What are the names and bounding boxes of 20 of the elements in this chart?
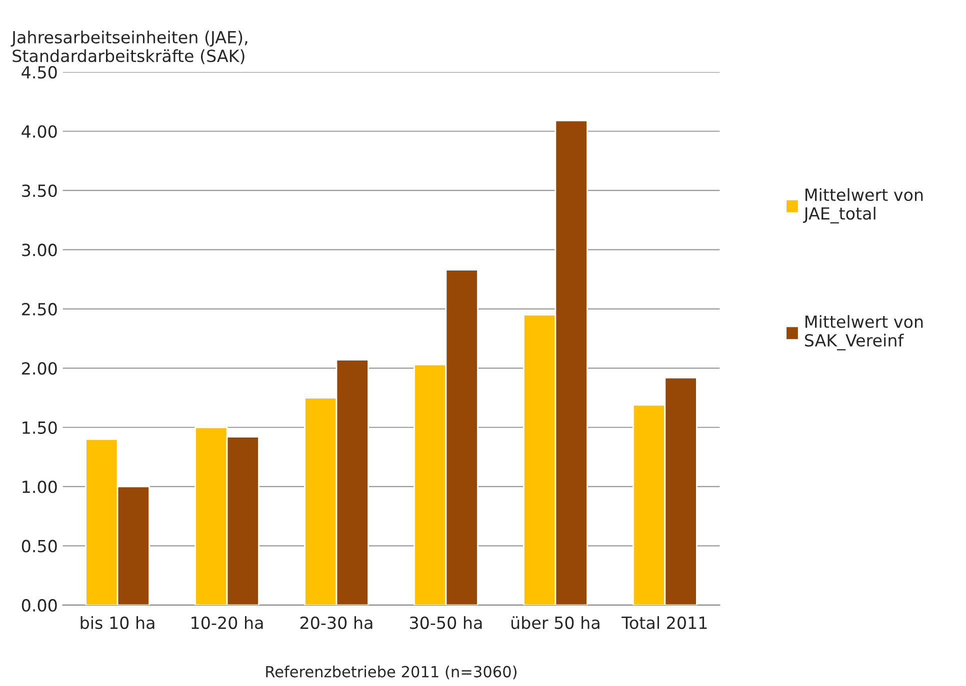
- x-tick-label: Total 2011: [622, 616, 707, 630]
- y-tick-label: 2.50: [22, 302, 57, 316]
- y-tick-label: 1.50: [22, 421, 57, 434]
- legend-label: Mittelwert von SAK_Vereinf: [804, 315, 923, 350]
- x-tick-label: bis 10 ha: [80, 616, 154, 630]
- x-tick-label: 30-50 ha: [410, 616, 482, 630]
- x-tick-label: 10-20 ha: [192, 616, 263, 630]
- y-tick-label: 4.00: [22, 125, 57, 138]
- y-tick-label: 0.50: [22, 540, 57, 552]
- legend-label: Mittelwert von JAE_total: [803, 188, 923, 224]
- x-axis-title: Referenzbetriebe 2011 (n=3060): [266, 666, 516, 680]
- y-tick-label: 3.50: [22, 184, 57, 198]
- y-tick-label: 4.50: [22, 66, 57, 79]
- y-axis-title: Jahresarbeitseinheiten (JAE), Standardarbeitskräfte (SAK): [10, 30, 248, 64]
- x-tick-label: 20-30 ha: [300, 616, 372, 630]
- y-tick-label: 2.00: [22, 362, 57, 375]
- x-tick-label: über 50 ha: [511, 616, 600, 630]
- y-tick-label: 1.00: [22, 480, 57, 494]
- y-tick-label: 0.00: [22, 599, 57, 612]
- y-tick-label: 3.00: [22, 244, 57, 256]
